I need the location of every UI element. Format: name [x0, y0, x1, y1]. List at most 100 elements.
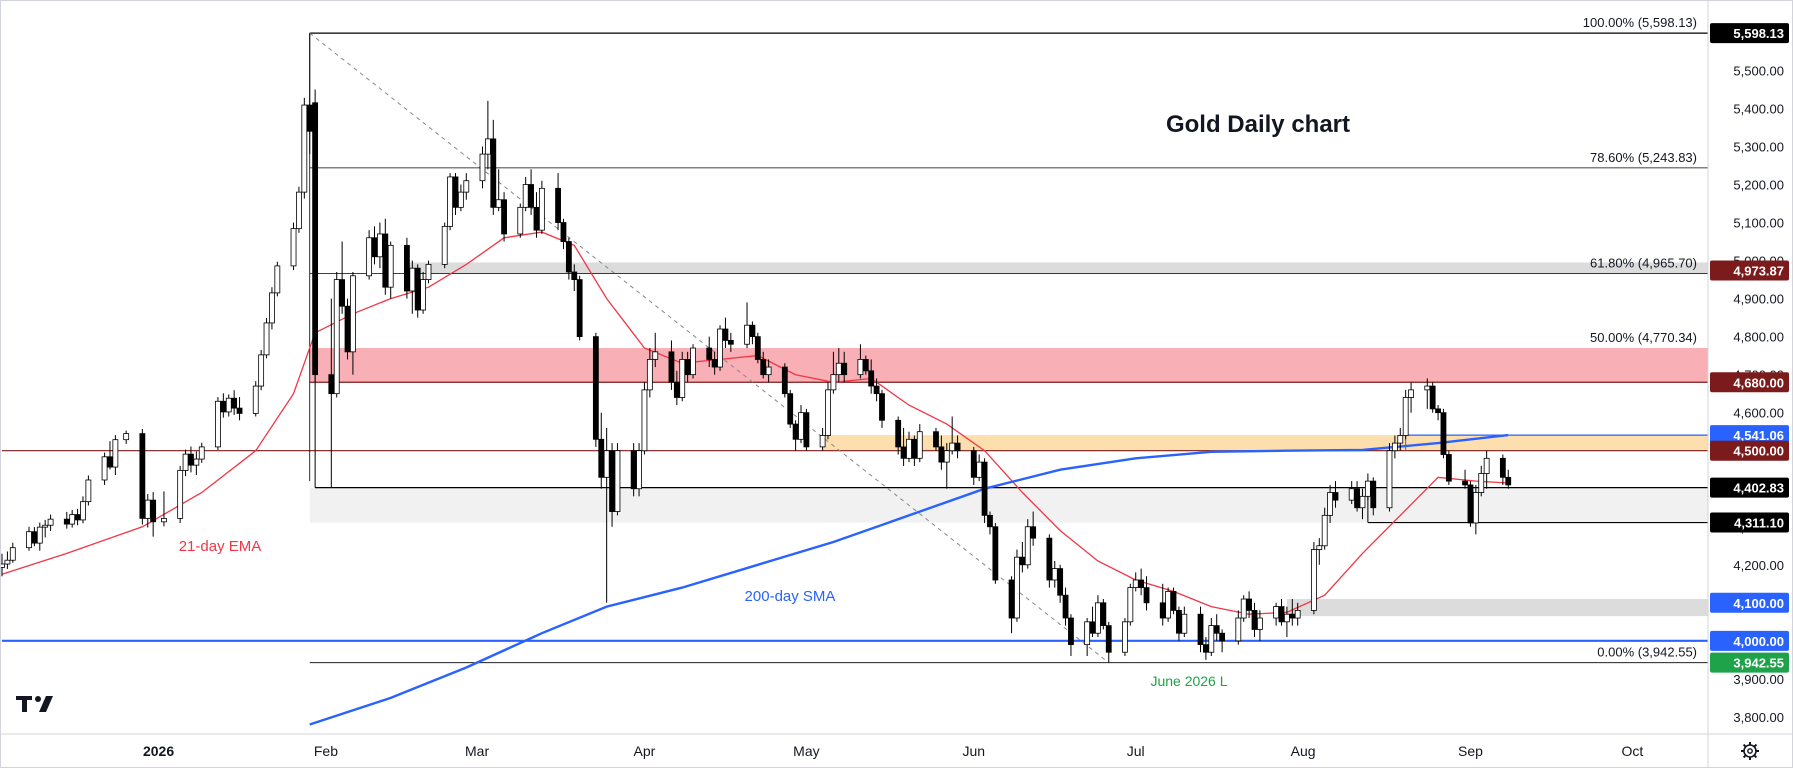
candle [258, 349, 265, 391]
candle [366, 230, 373, 280]
candle [1462, 469, 1468, 489]
candle [1332, 481, 1339, 508]
candle [781, 363, 788, 398]
candle [215, 397, 221, 450]
candle [1321, 507, 1328, 550]
price-axis[interactable]: 3,800.00 3,900.00 4,000.00 4,100.00 4,200.00… [1733, 63, 1784, 724]
levels-layer [2, 32, 1708, 664]
candle [42, 519, 49, 538]
candle-body [711, 359, 718, 368]
candle-body [409, 267, 416, 292]
price-label-text: 4,311.10 [1734, 516, 1784, 531]
price-label-bg [1710, 512, 1789, 533]
candle [0, 553, 5, 577]
zone-orange [822, 435, 1708, 451]
candle [1435, 405, 1441, 421]
candle-body [684, 359, 691, 376]
candle-body [819, 435, 826, 448]
price-label: 3,942.55 [1710, 652, 1789, 673]
candle-body [63, 518, 70, 525]
candle [1176, 606, 1182, 641]
price-tick-label: 4,600.00 [1733, 406, 1784, 421]
candle [1364, 473, 1371, 501]
candle-body [1316, 545, 1323, 550]
candle-body [9, 547, 16, 561]
candle-body [916, 431, 923, 459]
candle-body [1429, 385, 1436, 410]
candle-body [225, 397, 232, 413]
candle-body [350, 275, 356, 353]
candle-body [188, 453, 194, 466]
price-tick-label: 4,200.00 [1733, 558, 1784, 573]
candle-body [1122, 621, 1128, 653]
candle-body [1257, 617, 1263, 630]
candle-body [954, 442, 961, 452]
candle [1181, 606, 1188, 638]
candle-body [781, 366, 788, 395]
price-label-bg [1710, 652, 1789, 673]
candle [193, 451, 200, 476]
price-label-bg [1710, 425, 1789, 446]
price-tick-label: 5,400.00 [1733, 101, 1784, 116]
candle [571, 264, 578, 291]
candle-body [4, 559, 11, 565]
candle [987, 511, 993, 535]
candle-body [177, 470, 184, 519]
candle-body [938, 446, 945, 463]
candle [533, 192, 540, 238]
candle-body [765, 366, 772, 376]
time-tick-label: Jul [1127, 743, 1145, 759]
candle [830, 351, 837, 394]
time-tick-label: Sep [1458, 743, 1483, 759]
candle [1499, 454, 1506, 485]
ema-21-line [1, 231, 1509, 615]
price-label: 4,311.10 [1710, 512, 1789, 533]
candle [900, 427, 907, 466]
candle-body [1068, 617, 1074, 646]
candle [522, 176, 529, 212]
candle-body [339, 279, 346, 307]
fib-label: 61.80% (4,965.70) [1590, 256, 1697, 271]
fib-trendline [309, 32, 1110, 664]
candle-body [1100, 602, 1107, 627]
gear-icon[interactable] [1741, 742, 1759, 760]
tradingview-logo-icon[interactable] [16, 696, 53, 712]
candle [457, 184, 464, 212]
candle-body [1246, 598, 1253, 611]
price-tick-label: 4,800.00 [1733, 330, 1784, 345]
candle [36, 522, 43, 551]
candle-body [565, 241, 572, 273]
candle-body [420, 279, 427, 311]
candle-body [479, 153, 486, 182]
candle [1310, 541, 1317, 615]
candle-body [792, 423, 799, 440]
time-axis[interactable]: 2026 Feb Mar Apr May Jun Jul Aug Sep Oct [143, 743, 1643, 759]
candle-body [592, 336, 599, 440]
candle [63, 511, 70, 529]
candle [484, 100, 491, 170]
candle [1397, 427, 1404, 451]
candle [1197, 606, 1204, 653]
candle [252, 381, 259, 417]
low-label: June 2026 L [1150, 673, 1227, 689]
candle-body [862, 359, 869, 372]
candle-body [414, 267, 421, 311]
candle [841, 351, 848, 383]
candle-body [74, 514, 81, 521]
price-label: 4,541.06 [1710, 425, 1789, 446]
candle-body [258, 354, 265, 387]
candle [652, 332, 659, 368]
candle [161, 491, 167, 527]
candle [614, 443, 621, 516]
candle [404, 237, 410, 299]
candle [306, 33, 313, 155]
candle-body [366, 237, 373, 277]
candle [630, 443, 637, 497]
price-label-bg [1710, 477, 1789, 498]
candle [916, 424, 923, 463]
candles-layer [0, 33, 1512, 663]
candle [69, 510, 76, 528]
zone-grey-support [1286, 599, 1708, 617]
